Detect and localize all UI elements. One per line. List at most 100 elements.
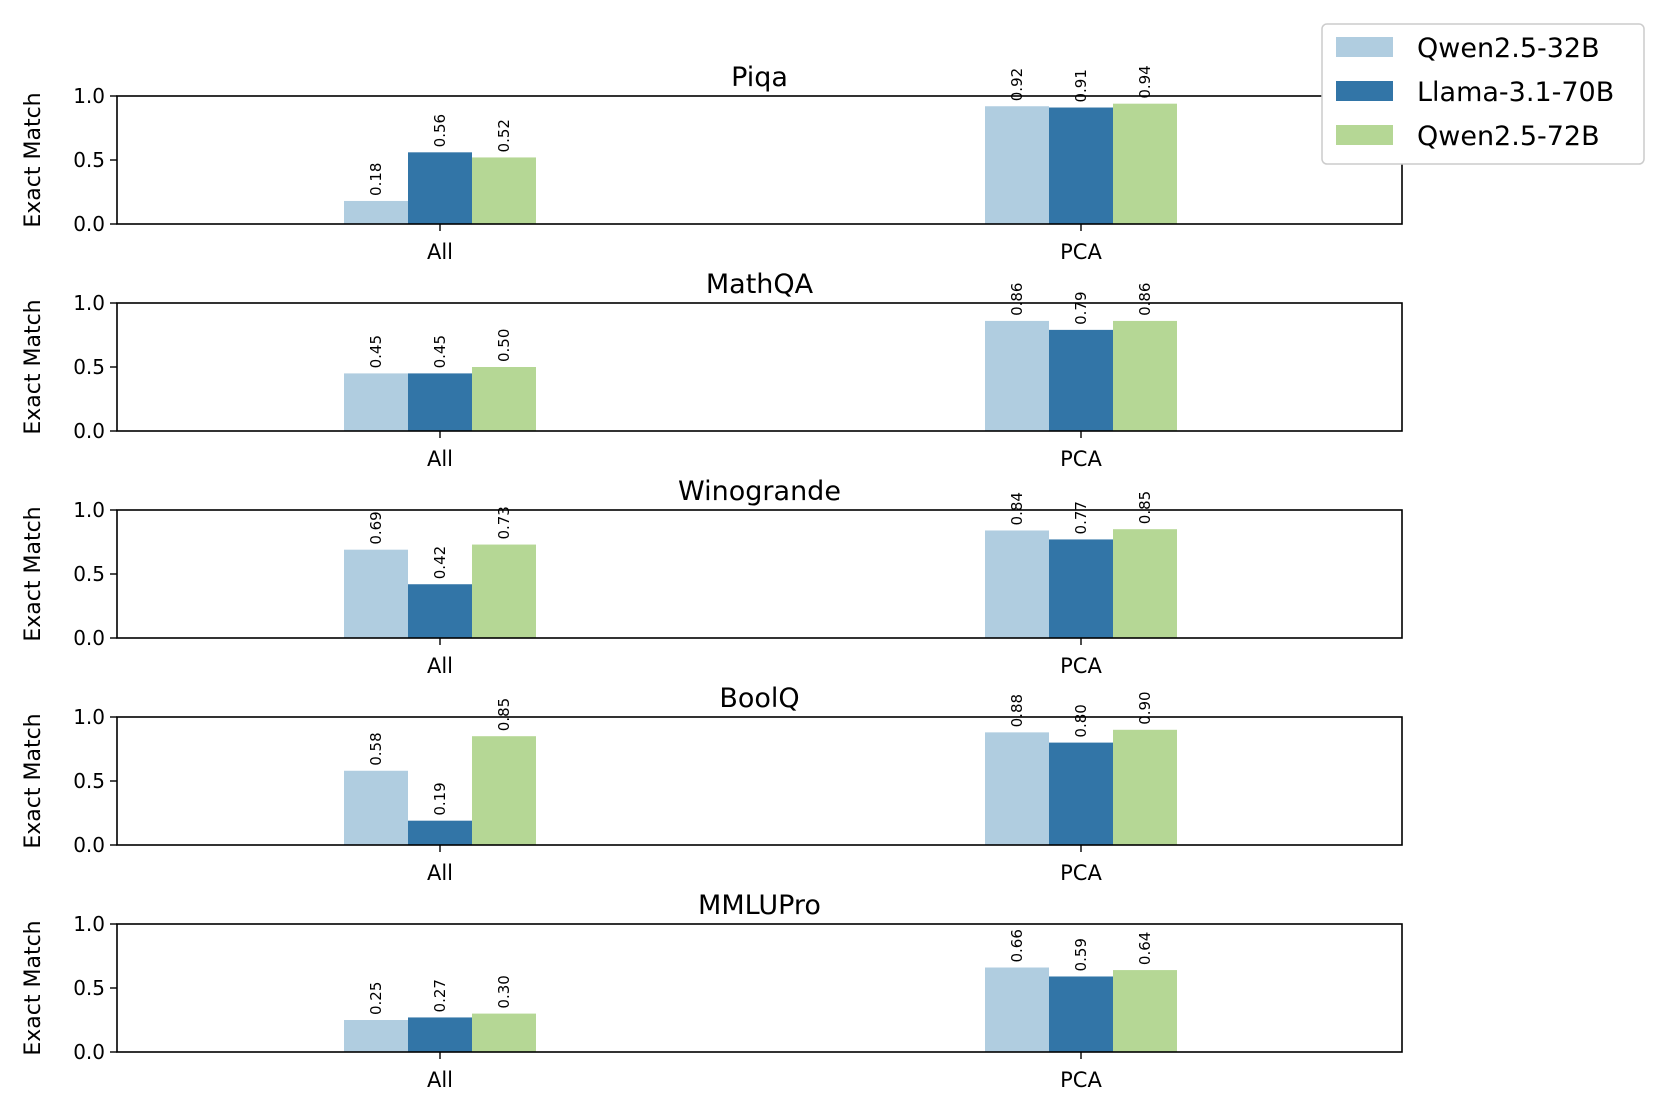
subplot-piqa: 0.18 0.92 0.56 0.91 0.52 0.94 0.0 0.5 1.0 All PCA P… [21,62,1403,264]
y-tick-label: 0.0 [73,212,105,236]
bar-value-label: 0.69 [367,511,385,544]
bar-piqa-pca-series-2 [1049,107,1113,224]
axes-frame [116,923,1403,1053]
subplot-boolq: 0.58 0.88 0.19 0.80 0.85 0.90 0.0 0.5 1.0 All PCA B… [21,683,1403,885]
bar-mathqa-all-series-2 [408,373,472,431]
legend-swatch-qwen-72b [1336,125,1393,145]
bar-value-label: 0.56 [431,114,449,147]
x-tick-label: PCA [1060,654,1102,678]
bar-value-label: 0.94 [1136,65,1154,98]
bar-mmlupro-all-series-2 [408,1017,472,1052]
bar-boolq-all-series-3 [472,736,536,845]
bar-piqa-all-series-3 [472,157,536,224]
bar-value-label: 0.73 [495,506,513,539]
bar-boolq-all-series-2 [408,820,472,845]
legend: Qwen2.5-32B Llama-3.1-70B Qwen2.5-72B [1321,23,1645,165]
bar-value-label: 0.86 [1008,283,1026,316]
bar-value-label: 0.85 [495,698,513,731]
bar-winogrande-pca-series-1 [985,530,1049,638]
bar-boolq-pca-series-1 [985,732,1049,845]
y-tick-label: 0.0 [73,626,105,650]
bar-mathqa-all-series-3 [472,367,536,431]
bar-value-label: 0.91 [1072,69,1090,102]
y-axis-label: Exact Match [21,506,46,641]
bar-value-label: 0.66 [1008,929,1026,962]
bar-value-label: 0.25 [367,982,385,1015]
bar-value-label: 0.80 [1072,704,1090,737]
bar-value-label: 0.42 [431,546,449,579]
bar-value-label: 0.88 [1008,694,1026,727]
y-axis-label: Exact Match [21,92,46,227]
bar-boolq-all-series-1 [344,770,408,845]
bar-mmlupro-pca-series-1 [985,967,1049,1052]
y-tick-label: 1.0 [73,84,105,108]
y-tick-label: 1.0 [73,912,105,936]
subplots: 0.18 0.92 0.56 0.91 0.52 0.94 0.0 0.5 1.0 All PCA P… [21,62,1403,1092]
bar-winogrande-pca-series-2 [1049,539,1113,638]
x-tick-label: PCA [1060,861,1102,885]
axes-frame [116,302,1403,432]
bar-mathqa-all-series-1 [344,373,408,431]
subplot-title: Piqa [731,62,788,93]
y-tick-label: 0.5 [73,976,105,1000]
bar-value-label: 0.84 [1008,492,1026,525]
bar-mathqa-pca-series-1 [985,320,1049,431]
subplot-mmlupro: 0.25 0.66 0.27 0.59 0.30 0.64 0.0 0.5 1.0 All PCA M… [21,890,1403,1092]
bar-piqa-pca-series-1 [985,106,1049,224]
axes-frame [116,509,1403,639]
bar-value-label: 0.50 [495,329,513,362]
legend-label-qwen-72b: Qwen2.5-72B [1417,121,1600,152]
legend-label-qwen-32b: Qwen2.5-32B [1417,33,1600,64]
bar-value-label: 0.92 [1008,68,1026,101]
bar-winogrande-all-series-1 [344,549,408,638]
x-tick-label: All [427,1068,453,1092]
y-tick-label: 0.5 [73,355,105,379]
bar-piqa-all-series-1 [344,200,408,224]
axes-frame [116,716,1403,846]
legend-swatch-qwen-32b [1336,37,1393,57]
y-tick-label: 1.0 [73,498,105,522]
subplot-title: BoolQ [719,683,799,714]
bar-mathqa-pca-series-2 [1049,329,1113,431]
bar-winogrande-all-series-3 [472,544,536,638]
y-axis-label: Exact Match [21,920,46,1055]
axes-frame [116,95,1403,225]
bar-value-label: 0.64 [1136,932,1154,965]
bar-value-label: 0.58 [367,732,385,765]
y-tick-label: 0.0 [73,419,105,443]
subplot-winogrande: 0.69 0.84 0.42 0.77 0.73 0.85 0.0 0.5 1.0 All PCA W… [21,476,1403,678]
bar-mmlupro-pca-series-2 [1049,976,1113,1052]
bar-mmlupro-pca-series-3 [1113,970,1177,1052]
y-tick-label: 0.0 [73,1040,105,1064]
bar-value-label: 0.59 [1072,938,1090,971]
subplot-mathqa: 0.45 0.86 0.45 0.79 0.50 0.86 0.0 0.5 1.0 All PCA M… [21,269,1403,471]
bar-value-label: 0.79 [1072,291,1090,324]
bar-piqa-all-series-2 [408,152,472,224]
bar-winogrande-all-series-2 [408,584,472,638]
y-tick-label: 0.0 [73,833,105,857]
x-tick-label: All [427,654,453,678]
bar-value-label: 0.19 [431,782,449,815]
x-tick-label: PCA [1060,240,1102,264]
bar-boolq-pca-series-2 [1049,742,1113,845]
bar-mathqa-pca-series-3 [1113,320,1177,431]
subplot-title: MathQA [706,269,814,300]
subplot-title: MMLUPro [698,890,821,921]
bar-value-label: 0.27 [431,979,449,1012]
bar-value-label: 0.30 [495,975,513,1008]
bar-piqa-pca-series-3 [1113,103,1177,224]
y-tick-label: 1.0 [73,705,105,729]
bar-mmlupro-all-series-1 [344,1020,408,1052]
bar-value-label: 0.52 [495,119,513,152]
y-axis-label: Exact Match [21,713,46,848]
subplot-title: Winogrande [678,476,841,507]
bar-value-label: 0.86 [1136,283,1154,316]
bar-value-label: 0.77 [1072,501,1090,534]
y-tick-label: 0.5 [73,148,105,172]
legend-swatch-llama-70b [1336,81,1393,101]
bar-boolq-pca-series-3 [1113,729,1177,845]
bar-value-label: 0.45 [367,335,385,368]
x-tick-label: PCA [1060,447,1102,471]
legend-box [1321,23,1645,165]
